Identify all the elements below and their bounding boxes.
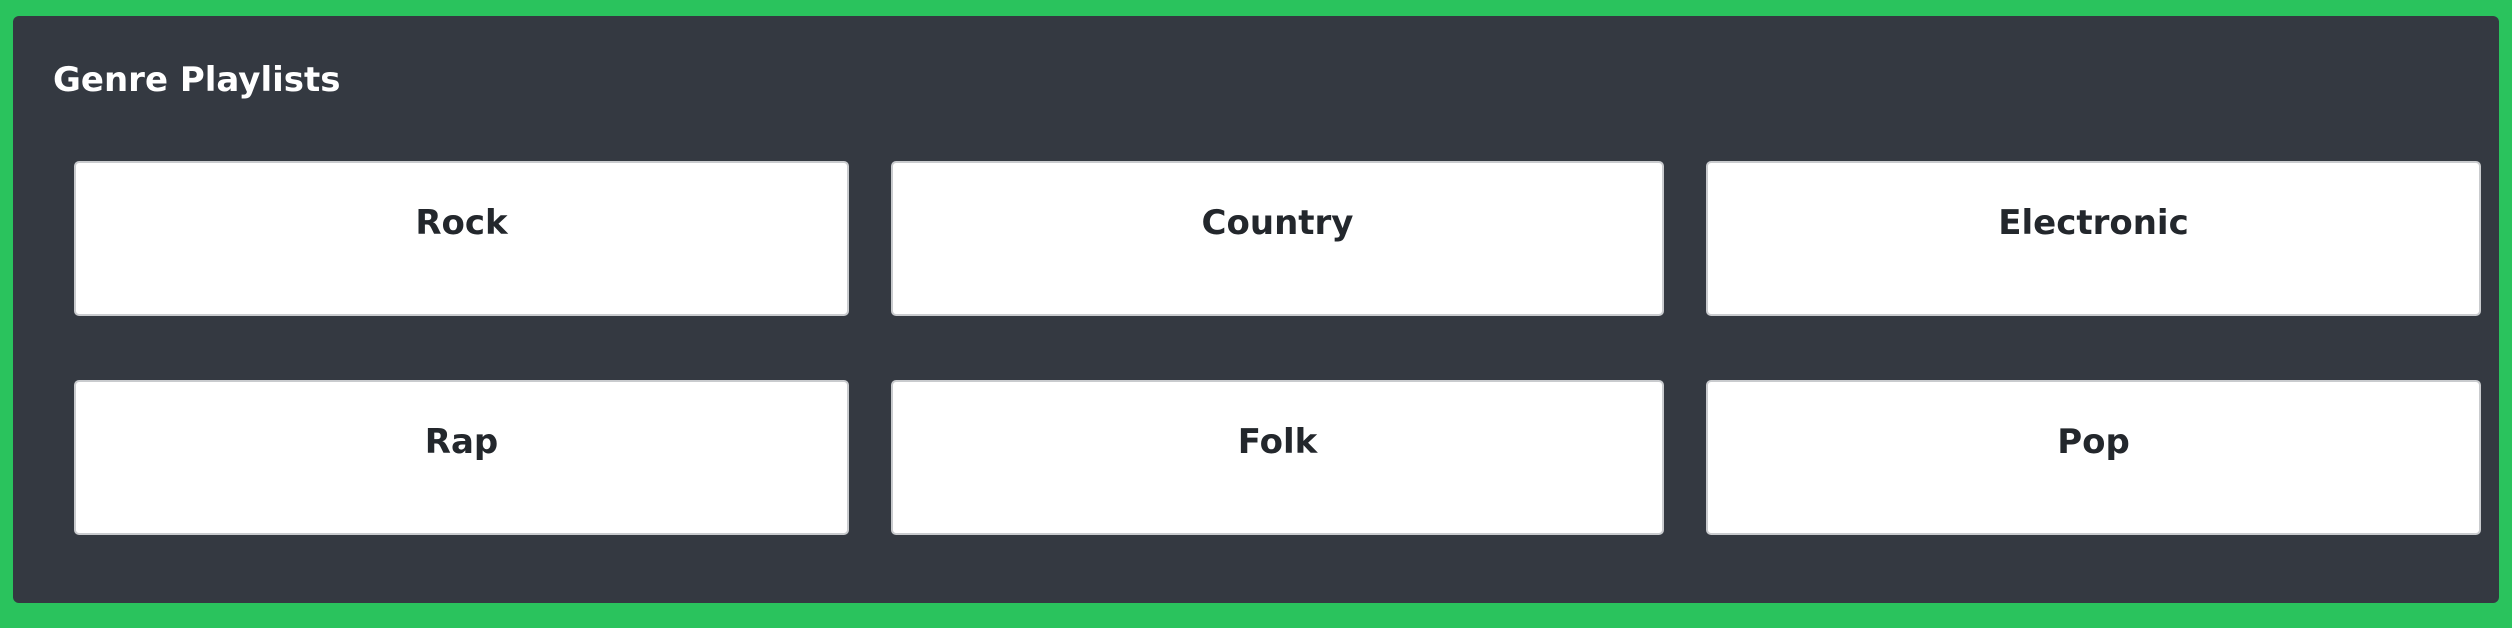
genre-card-country[interactable]: Country [891, 161, 1664, 316]
genre-label: Folk [1237, 422, 1318, 462]
genre-label: Pop [2057, 422, 2130, 462]
genre-card-electronic[interactable]: Electronic [1706, 161, 2481, 316]
genre-card-rap[interactable]: Rap [74, 380, 849, 535]
genre-grid: Rock Country Electronic Rap Folk Pop [74, 161, 2493, 535]
genre-card-pop[interactable]: Pop [1706, 380, 2481, 535]
genre-label: Rock [415, 203, 508, 243]
genre-card-rock[interactable]: Rock [74, 161, 849, 316]
genre-label: Rap [424, 422, 499, 462]
genre-label: Country [1201, 203, 1354, 243]
genre-label: Electronic [1998, 203, 2189, 243]
panel-title: Genre Playlists [53, 60, 341, 100]
genre-card-folk[interactable]: Folk [891, 380, 1664, 535]
genre-playlists-panel: Genre Playlists Rock Country Electronic … [13, 16, 2499, 603]
